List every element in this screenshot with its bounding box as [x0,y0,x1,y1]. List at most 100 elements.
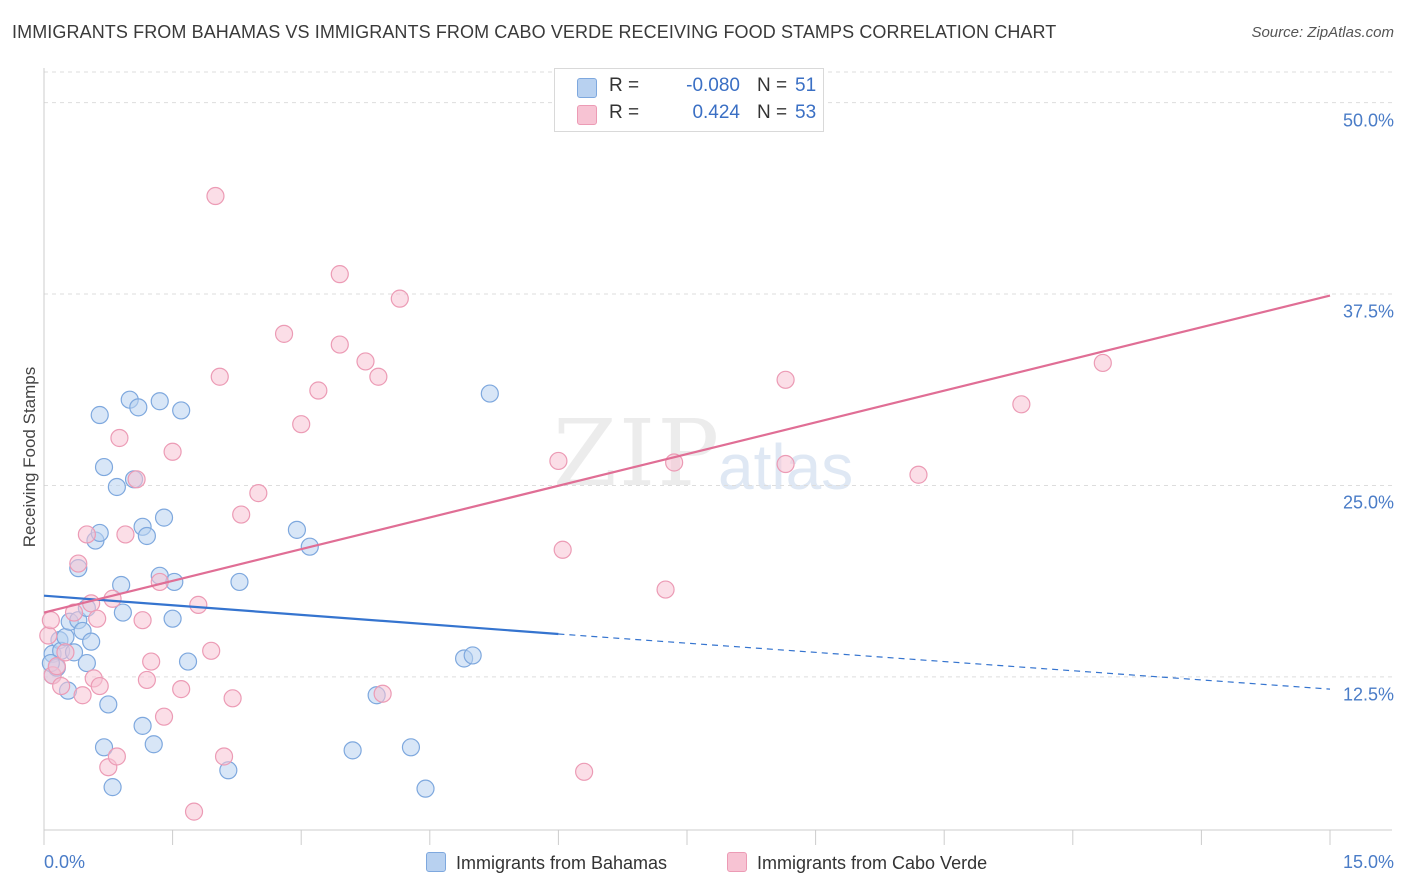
caboverde-point [776,454,795,474]
bahamas-trend-line [43,594,559,636]
bahamas-point [343,741,362,760]
bahamas-point [154,508,174,527]
caboverde-point [553,540,572,559]
caboverde-point [41,611,60,630]
legend-r-value-bahamas: -0.080 [686,75,740,96]
bahamas-point [56,627,75,647]
x-tick-label-max: 15.0% [1342,852,1394,872]
caboverde-point [206,186,225,206]
bahamas-point [287,520,307,539]
caboverde-point [1012,395,1031,414]
caboverde-point [52,676,71,696]
bahamas-point [463,646,482,665]
bottom-legend-bahamas: Immigrants from Bahamas [426,852,667,874]
legend-r-value-caboverde: 0.424 [692,102,740,123]
legend-n-label: N = [757,75,788,96]
legend-swatch-bahamas [577,78,597,98]
y-tick-label-25: 25.0% [1342,492,1394,513]
caboverde-point [369,367,388,386]
caboverde-point [330,335,349,354]
bottom-legend-caboverde: Immigrants from Cabo Verde [727,852,987,874]
legend-r-label: R = [609,102,640,123]
y-tick-label-50: 50.0% [1342,110,1394,131]
bahamas-point [150,392,169,411]
bahamas-point [99,695,118,714]
legend-r-label: R = [609,75,640,96]
caboverde-point [163,442,182,461]
bottom-legend-swatch-caboverde [727,852,747,872]
caboverde-point [69,554,88,573]
caboverde-point [330,265,349,284]
bahamas-point [113,603,132,622]
caboverde-point [909,465,928,484]
y-tick-label-37-5: 37.5% [1342,301,1394,322]
bahamas-point [77,653,96,673]
bahamas-point [94,738,114,757]
bahamas-point [163,609,182,628]
chart-source: Source: ZipAtlas.com [1251,24,1394,41]
bottom-legend-swatch-bahamas [426,852,446,872]
bahamas-point [90,405,109,425]
bahamas-point [94,457,114,477]
bahamas-point [82,632,101,651]
caboverde-point [90,676,109,696]
legend-swatch-caboverde [577,105,597,125]
bottom-legend-label-bahamas: Immigrants from Bahamas [456,853,668,873]
bahamas-point [416,779,435,798]
caboverde-point [214,747,234,766]
legend-n-label: N = [757,102,788,123]
caboverde-point [210,367,229,386]
caboverde-point [373,684,392,703]
bottom-legend-label-caboverde: Immigrants from Cabo Verde [757,853,988,873]
x-tick-label-min: 0.0% [44,852,86,872]
caboverde-point [202,641,221,660]
y-tick-label-12-5: 12.5% [1342,684,1394,705]
bahamas-trend-extension [558,633,1331,690]
bahamas-point [144,735,163,754]
caboverde-point [776,370,795,389]
caboverde-point [127,470,146,489]
caboverde-point [77,525,96,544]
caboverde-point [107,747,126,766]
caboverde-point [88,609,107,628]
bahamas-point [107,477,126,497]
caboverde-point [274,324,294,343]
y-axis-label: Receiving Food Stamps [20,366,39,548]
caboverde-point [47,657,66,676]
caboverde-point [39,626,58,645]
bahamas-point [401,738,421,757]
caboverde-point [137,670,156,690]
caboverde-point [390,289,409,308]
bahamas-point [133,716,152,735]
caboverde-point [116,525,135,544]
caboverde-point [1093,353,1112,373]
caboverde-point [356,352,375,371]
chart-title: IMMIGRANTS FROM BAHAMAS VS IMMIGRANTS FR… [12,22,1057,42]
bahamas-point [103,778,122,797]
bahamas-point [178,652,198,671]
caboverde-point [103,589,122,608]
caboverde-point [142,652,161,671]
caboverde-point [549,451,568,471]
caboverde-point [656,580,675,599]
caboverde-point [110,428,129,448]
caboverde-point [189,595,208,614]
caboverde-trend-line [43,294,1331,614]
caboverde-point [172,680,191,699]
bahamas-point [230,572,249,592]
bahamas-point [129,398,148,417]
caboverde-point [575,762,594,781]
caboverde-point [73,686,92,705]
bahamas-point [137,526,156,546]
caboverde-point [56,643,75,662]
legend-n-value-bahamas: 51 [795,75,817,96]
caboverde-point [184,802,204,821]
bahamas-point [480,384,499,403]
legend-n-value-caboverde: 53 [795,102,817,123]
bahamas-point [172,401,191,420]
correlation-legend: R = -0.080 N = 51 R = 0.424 N = 53 [554,68,824,132]
caboverde-point [154,707,174,726]
caboverde-point [249,484,268,503]
caboverde-point [223,689,242,708]
